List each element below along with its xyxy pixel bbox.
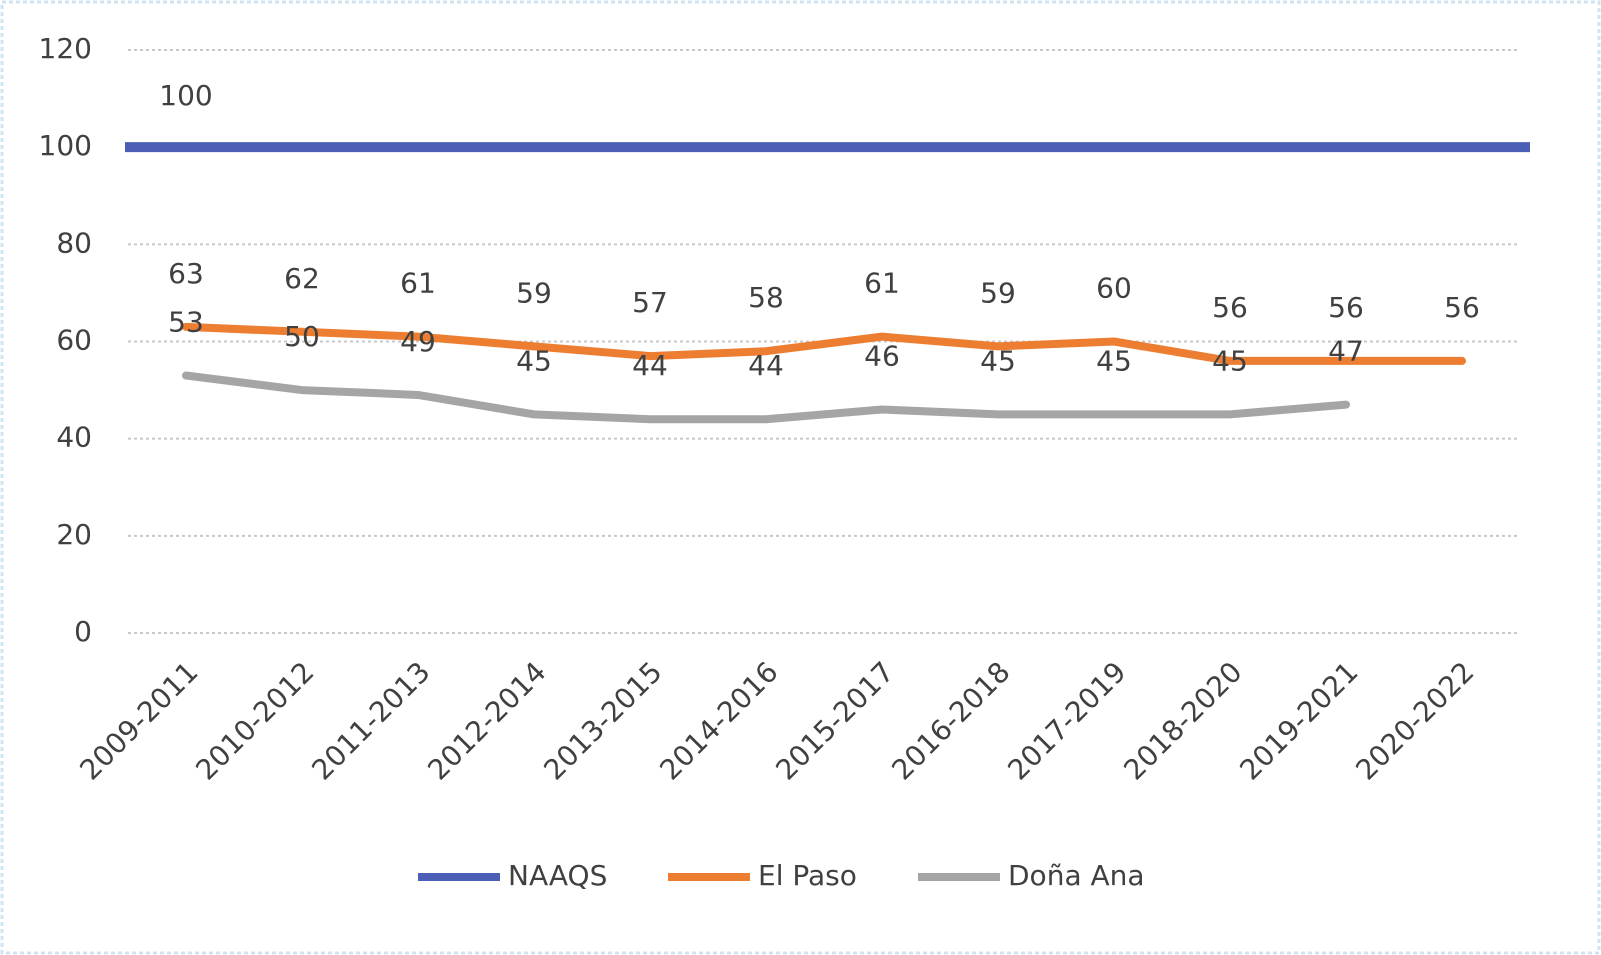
legend-label: NAAQS <box>508 859 607 892</box>
data-label: 56 <box>1212 291 1248 324</box>
series-line <box>182 371 1350 424</box>
data-label: 45 <box>516 344 552 377</box>
y-tick-label: 80 <box>56 226 92 259</box>
data-label: 45 <box>980 344 1016 377</box>
data-label: 45 <box>1212 344 1248 377</box>
data-label: 58 <box>748 281 784 314</box>
y-tick-label: 60 <box>56 324 92 357</box>
y-tick-label: 100 <box>39 129 92 162</box>
data-label: 59 <box>516 276 552 309</box>
data-label: 56 <box>1328 291 1364 324</box>
y-tick-label: 20 <box>56 518 92 551</box>
data-label: 46 <box>864 340 900 373</box>
data-label: 100 <box>159 79 212 112</box>
data-label: 63 <box>168 257 204 290</box>
data-label: 44 <box>632 349 668 382</box>
data-label: 60 <box>1096 272 1132 305</box>
data-label: 61 <box>864 267 900 300</box>
legend-label: El Paso <box>758 859 857 892</box>
legend-label: Doña Ana <box>1008 859 1145 892</box>
data-label: 49 <box>400 325 436 358</box>
data-label: 47 <box>1328 335 1364 368</box>
data-label: 53 <box>168 306 204 339</box>
data-label: 50 <box>284 320 320 353</box>
series-line <box>182 322 1466 365</box>
data-label: 62 <box>284 262 320 295</box>
data-label: 57 <box>632 286 668 319</box>
data-label: 44 <box>748 349 784 382</box>
y-tick-label: 40 <box>56 421 92 454</box>
data-label: 59 <box>980 276 1016 309</box>
data-label: 45 <box>1096 344 1132 377</box>
data-label: 56 <box>1444 291 1480 324</box>
y-tick-label: 0 <box>74 615 92 648</box>
data-label: 61 <box>400 267 436 300</box>
y-tick-label: 120 <box>39 32 92 65</box>
